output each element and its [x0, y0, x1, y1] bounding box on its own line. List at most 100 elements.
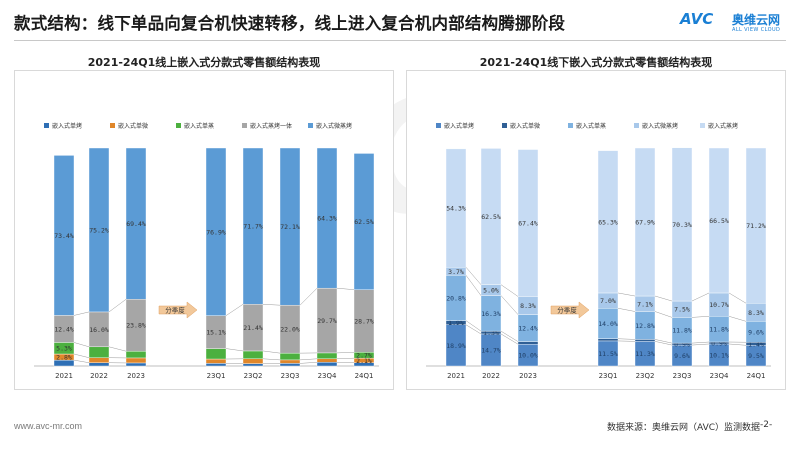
bar-2023-0 [125, 362, 147, 367]
legend-label-4: 嵌入式蒸烤 [708, 122, 738, 130]
bar-2023-1 [125, 357, 147, 364]
data-label-2021-4: 54.3% [446, 205, 466, 213]
bar-23Q3-1 [279, 359, 301, 364]
legend-swatch-4 [308, 123, 313, 128]
legend-swatch-2 [568, 123, 573, 128]
data-label-2023-3: 8.3% [520, 302, 536, 310]
bar-23Q1-4 [205, 147, 227, 316]
data-label-23Q2-2: 12.8% [635, 322, 655, 330]
connector-3-5 [691, 292, 710, 302]
bar-23Q4-4 [316, 147, 338, 289]
data-label-2022-3: 5.0% [483, 287, 499, 295]
x-tick-2022: 2022 [482, 372, 500, 380]
bar-23Q1-2 [205, 348, 227, 360]
data-label-24Q1-2: 2.7% [356, 352, 372, 360]
connector-3-4 [262, 304, 281, 306]
bar-2022-4 [88, 147, 110, 313]
data-label-23Q2-4: 71.7% [243, 223, 263, 231]
legend-label-2: 嵌入式单蒸 [184, 122, 214, 130]
connector-0-6 [728, 343, 747, 346]
legend-swatch-0 [436, 123, 441, 128]
x-tick-23Q4: 23Q4 [710, 372, 729, 380]
data-label-23Q2-3: 21.4% [243, 324, 263, 332]
connector-3-1 [108, 299, 127, 313]
data-label-23Q3-4: 70.3% [672, 221, 692, 229]
connector-3-5 [299, 287, 318, 306]
connector-2-3 [225, 348, 244, 352]
data-label-2022-4: 75.2% [89, 226, 109, 234]
x-tick-2021: 2021 [447, 372, 465, 380]
bar-23Q1-0 [205, 363, 227, 367]
data-label-23Q3-3: 7.5% [674, 306, 690, 314]
data-label-23Q1-2: 14.0% [598, 320, 618, 328]
x-tick-23Q1: 23Q1 [599, 372, 618, 380]
bar-23Q2-4 [634, 147, 656, 297]
bar-24Q1-4 [745, 147, 767, 304]
data-label-2022-0: 14.7% [481, 346, 501, 354]
data-label-2023-2: 12.4% [518, 325, 538, 333]
bar-23Q3-0 [279, 363, 301, 367]
bar-23Q4-1 [316, 358, 338, 363]
data-label-24Q1-4: 62.5% [354, 218, 374, 226]
data-label-2021-4: 73.4% [54, 232, 74, 240]
quarterly-arrow-icon [550, 301, 590, 319]
connector-2-6 [728, 316, 747, 322]
data-label-23Q1-4: 65.3% [598, 218, 618, 226]
data-label-24Q1-4: 71.2% [746, 222, 766, 230]
data-source-note: 数据来源：奥维云网（AVC）监测数据 [607, 423, 761, 433]
bar-2021-4 [445, 148, 467, 268]
bar-23Q4-4 [708, 147, 730, 294]
data-label-23Q2-4: 67.9% [635, 219, 655, 227]
legend-swatch-0 [44, 123, 49, 128]
data-label-23Q4-2: 11.8% [709, 326, 729, 334]
data-label-2023-3: 23.8% [126, 322, 146, 330]
quarterly-arrow-icon [158, 301, 198, 319]
data-label-23Q3-2: 11.8% [672, 327, 692, 335]
data-label-24Q1-1: 1.4% [748, 340, 764, 348]
data-label-2023-4: 67.4% [518, 219, 538, 227]
x-tick-23Q3: 23Q3 [673, 372, 692, 380]
footer-url: www.avc-mr.com [14, 421, 83, 431]
logo-subtitle: ALL VIEW CLOUD [732, 27, 781, 33]
data-label-23Q1-4: 76.9% [206, 228, 226, 236]
x-tick-23Q2: 23Q2 [244, 372, 263, 380]
data-label-2021-2: 5.3% [56, 345, 72, 353]
bar-23Q1-4 [597, 150, 619, 294]
data-label-2021-2: 20.8% [446, 294, 466, 302]
connector-1-4 [262, 358, 281, 361]
legend-label-4: 嵌入式微蒸烤 [316, 122, 352, 130]
legend-label-0: 嵌入式单烤 [52, 122, 82, 130]
connector-2-1 [500, 295, 519, 315]
data-label-23Q3-0: 9.6% [674, 352, 690, 360]
data-label-2021-1: 2.8% [56, 354, 72, 362]
connector-2-0 [73, 342, 90, 348]
bar-23Q3-2 [279, 352, 301, 361]
bar-2022-1 [88, 357, 110, 363]
connector-3-0 [73, 311, 90, 316]
data-label-2021-3: 12.4% [54, 325, 74, 333]
connector-1-6 [336, 357, 355, 360]
data-label-23Q2-0: 11.3% [635, 350, 655, 358]
legend-label-1: 嵌入式单微 [510, 122, 540, 130]
connector-0-0 [73, 359, 90, 363]
x-tick-2021: 2021 [55, 372, 73, 380]
connector-1-1 [500, 330, 519, 342]
data-label-24Q1-0: 9.5% [748, 352, 764, 360]
chart-title: 2021-24Q1线下嵌入式分款式零售额结构表现 [480, 55, 713, 69]
connector-0-4 [654, 341, 673, 346]
connector-3-6 [336, 287, 355, 290]
connector-1-4 [654, 339, 673, 344]
legend-swatch-2 [176, 123, 181, 128]
legend-swatch-1 [110, 123, 115, 128]
connector-2-5 [691, 316, 710, 318]
data-label-23Q1-3: 7.0% [600, 297, 616, 305]
bar-23Q3-4 [279, 147, 301, 306]
data-label-23Q3-3: 22.0% [280, 326, 300, 334]
chart-title: 2021-24Q1线上嵌入式分款式零售额结构表现 [88, 55, 321, 69]
connector-3-6 [728, 292, 747, 304]
x-tick-2023: 2023 [519, 372, 537, 380]
connector-3-3 [617, 292, 636, 297]
data-label-23Q4-4: 64.3% [317, 215, 337, 223]
data-label-23Q1-0: 11.5% [598, 350, 618, 358]
